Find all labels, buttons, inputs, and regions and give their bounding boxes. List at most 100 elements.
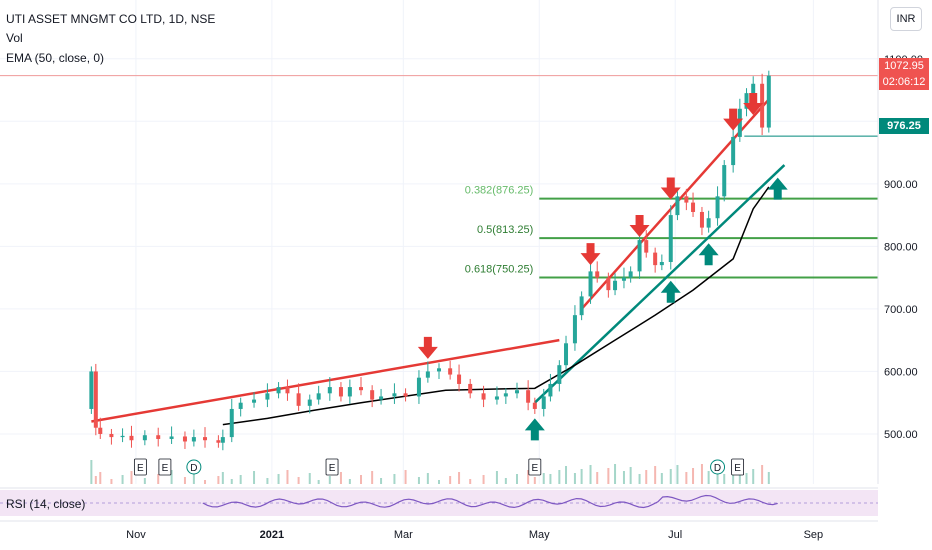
candle-body (156, 435, 161, 439)
volume-bar (183, 477, 186, 484)
volume-bar (348, 479, 351, 484)
candle-body (699, 211, 704, 228)
volume-bar (297, 477, 300, 484)
countdown-tag: 02:06:12 (879, 74, 929, 90)
volume-bar (638, 474, 641, 484)
event-label: E (329, 463, 336, 474)
volume-bar (716, 467, 719, 484)
volume-bar (404, 470, 407, 484)
volume-bar (371, 471, 374, 484)
candle-body (722, 165, 727, 197)
candle-body (203, 437, 208, 441)
volume-bar (533, 477, 536, 484)
candle-body (220, 437, 225, 443)
candle-body (541, 396, 546, 409)
candle-body (548, 383, 553, 397)
candle-body (182, 436, 187, 442)
resistance-lower-line (91, 338, 560, 423)
volume-bar (607, 468, 610, 484)
candle-body (457, 374, 462, 384)
volume-bar (745, 473, 748, 484)
volume-bar (170, 470, 173, 484)
down-arrow (660, 177, 681, 200)
candle-body (379, 396, 384, 400)
volume-bar (253, 471, 256, 484)
candles (89, 70, 771, 451)
volume-bar (669, 469, 672, 484)
candle-body (425, 371, 430, 378)
event-label: E (137, 463, 144, 474)
candle-body (653, 252, 658, 266)
candle-body (403, 393, 408, 397)
candle-body (564, 343, 569, 366)
rsi-legend[interactable]: RSI (14, close) (6, 497, 86, 511)
volume-bar (565, 466, 568, 484)
dividend-marker (710, 459, 726, 475)
volume-bar (426, 473, 429, 484)
candle-body (392, 393, 397, 397)
candle-body (142, 435, 147, 441)
volume-bar (685, 472, 688, 484)
volume-bar (629, 467, 632, 484)
price-tick-label: 700.00 (884, 304, 918, 316)
currency-button[interactable]: INR (890, 7, 922, 31)
volume-bar (317, 480, 320, 484)
candle-body (637, 240, 642, 272)
candle-body (760, 83, 765, 128)
volume-bar (723, 474, 726, 484)
volume-bar (761, 465, 764, 484)
candle-body (468, 383, 473, 394)
down-arrow (629, 214, 650, 237)
volume-bar (308, 473, 311, 484)
volume-bar (573, 473, 576, 484)
candle-body (572, 315, 577, 344)
volume-bar (221, 472, 224, 484)
rsi-line (202, 494, 778, 509)
down-arrow (723, 108, 744, 131)
signal-arrows (417, 93, 788, 441)
candle-body (89, 371, 94, 409)
candle-body (437, 368, 441, 372)
candle-body (668, 215, 673, 262)
time-tick-label: Jul (668, 529, 682, 541)
trendlines (91, 98, 786, 423)
candle-body (514, 390, 519, 394)
volume-legend[interactable]: Vol (6, 31, 23, 45)
time-axis[interactable]: Nov 2021 Mar May Jul Sep (0, 520, 878, 541)
candle-body (93, 371, 98, 428)
event-label: E (531, 463, 538, 474)
candle-body (296, 393, 301, 406)
volume-bar (157, 474, 160, 484)
time-tick-label: Nov (126, 529, 146, 541)
level-price-tag: 976.25 (879, 118, 929, 134)
volume-bar (277, 474, 280, 484)
fib-level-label: 0.5(813.25) (477, 224, 533, 236)
candle-body (659, 262, 664, 266)
ema-legend[interactable]: EMA (50, close, 0) (6, 51, 105, 65)
volume-bar (504, 478, 507, 484)
candle-body (252, 399, 257, 403)
ema-line (222, 186, 770, 426)
candle-body (191, 437, 196, 442)
volume-bar (542, 473, 545, 484)
fibonacci-levels: 0.382(876.25) 0.5(813.25) 0.618(750.25) (0, 75, 878, 279)
volume-bar (596, 472, 599, 484)
candle-body (98, 427, 103, 434)
volume-bar (204, 480, 207, 484)
candle-body (238, 402, 243, 409)
volume-bar (700, 464, 703, 484)
time-tick-label: 2021 (260, 529, 284, 541)
candle-body (265, 393, 270, 400)
chart-grid (0, 0, 878, 484)
volume-bar (645, 470, 648, 484)
candle-body (347, 387, 352, 397)
symbol-legend[interactable]: UTI ASSET MNGMT CO LTD, 1D, NSE (6, 12, 216, 26)
candle-body (307, 399, 312, 406)
candle-body (595, 271, 600, 278)
resistance-upper-line (580, 98, 770, 310)
fib-level-label: 0.618(750.25) (465, 263, 534, 275)
candle-body (216, 440, 221, 443)
earnings-marker (731, 458, 745, 476)
volume-bar (654, 466, 657, 484)
